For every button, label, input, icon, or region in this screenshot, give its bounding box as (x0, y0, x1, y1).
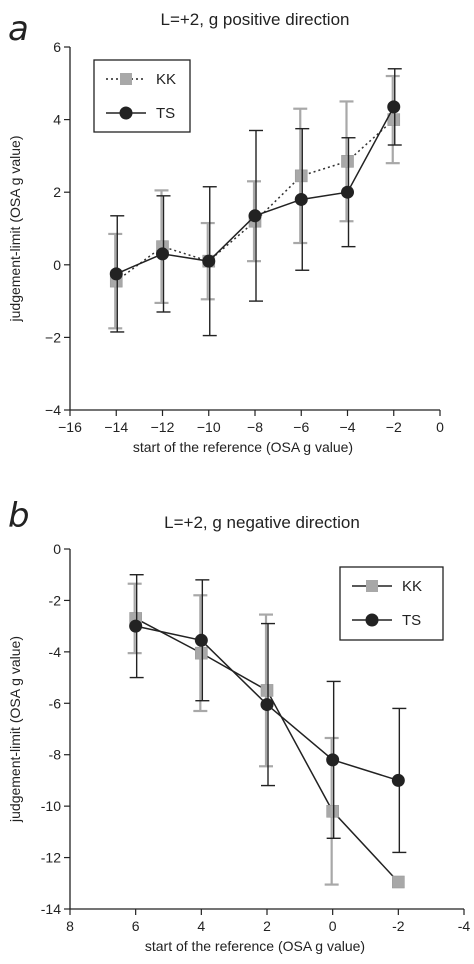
x-tick-label: -2 (392, 918, 405, 934)
x-tick-label: −2 (386, 419, 402, 435)
legend-marker-circle (119, 106, 133, 120)
legend-label: TS (156, 105, 175, 122)
y-tick-label: -10 (41, 798, 61, 814)
data-point-circle (294, 192, 308, 206)
chart-panel-a: a L=+2, g positive direction −4 −2 0 2 4 6 −16 −1… (7, 9, 444, 455)
data-point-circle (387, 100, 401, 114)
x-tick-label: −10 (197, 419, 221, 435)
legend: KK TS (339, 566, 444, 641)
legend: KK TS (93, 59, 191, 133)
panel-letter: b (8, 496, 30, 536)
chart-title: L=+2, g negative direction (164, 513, 360, 532)
data-point-circle (260, 698, 274, 712)
y-tick-label: -4 (49, 644, 62, 660)
data-point-circle (326, 753, 340, 767)
x-tick-label: −14 (104, 419, 128, 435)
legend-marker-circle (365, 613, 379, 627)
legend-box (339, 566, 444, 641)
y-tick-label: 6 (53, 39, 61, 55)
legend-label: KK (156, 71, 176, 88)
y-tick-label: 0 (53, 257, 61, 273)
data-point-square (260, 684, 274, 697)
x-tick-label: 6 (132, 918, 140, 934)
y-tick-label: -14 (41, 901, 61, 917)
data-point-square (294, 169, 308, 183)
y-tick-label: -12 (41, 850, 61, 866)
data-point-square (341, 155, 354, 168)
data-point-square (392, 875, 405, 889)
x-tick-label: −16 (58, 419, 82, 435)
chart-title: L=+2, g positive direction (160, 10, 349, 29)
data-point-square (387, 113, 401, 126)
legend-box (93, 59, 191, 133)
panel-letter: a (8, 9, 29, 49)
x-tick-label: −4 (340, 419, 356, 435)
legend-marker-square (120, 73, 132, 85)
data-point-square (195, 646, 208, 660)
data-point-circle (341, 185, 354, 199)
x-tick-label: 8 (66, 918, 74, 934)
legend-marker-square (366, 580, 378, 592)
data-point-circle (129, 619, 143, 633)
x-tick-label: 0 (329, 918, 337, 934)
data-point-circle (248, 209, 262, 223)
data-point-circle (156, 247, 169, 261)
y-tick-label: 4 (53, 112, 61, 128)
series-TS (109, 68, 402, 337)
x-tick-label: 0 (436, 419, 444, 435)
data-point-circle (202, 254, 216, 268)
data-point-square (326, 804, 339, 818)
legend-label: TS (402, 612, 421, 629)
data-point-circle (391, 773, 405, 787)
x-axis-label: start of the reference (OSA g value) (133, 439, 353, 455)
x-tick-label: 2 (263, 918, 271, 934)
y-tick-label: 0 (53, 541, 61, 557)
y-axis-label: judgement-limit (OSA g value) (7, 136, 23, 323)
chart-panel-b: b L=+2, g negative direction -14 -12 -10 -8 -6… (7, 496, 470, 954)
x-tick-label: −8 (247, 419, 263, 435)
data-point-circle (109, 267, 123, 281)
y-tick-label: -2 (49, 592, 62, 608)
y-tick-label: −4 (45, 402, 61, 418)
x-tick-label: 4 (197, 918, 205, 934)
x-tick-label: -4 (458, 918, 471, 934)
y-tick-label: 2 (53, 184, 61, 200)
legend-label: KK (402, 578, 422, 595)
x-tick-label: −6 (293, 419, 309, 435)
x-axis-label: start of the reference (OSA g value) (145, 938, 365, 954)
y-axis-label: judgement-limit (OSA g value) (7, 636, 23, 823)
series-KK (127, 582, 405, 889)
y-tick-label: -8 (49, 747, 62, 763)
data-point-circle (194, 633, 208, 647)
y-tick-label: -6 (49, 695, 62, 711)
x-tick-label: −12 (151, 419, 175, 435)
series-TS (129, 574, 407, 854)
y-tick-label: −2 (45, 329, 61, 345)
